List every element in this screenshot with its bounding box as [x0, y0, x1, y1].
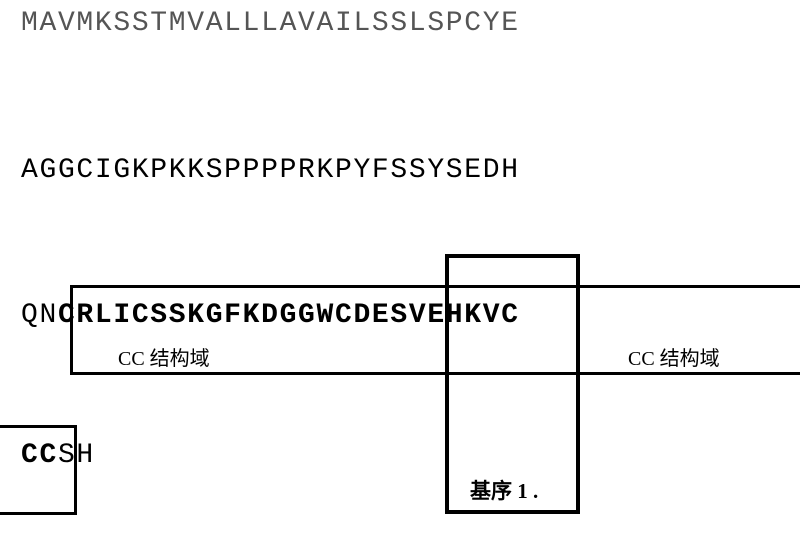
sequence-line-2: AGGCIGKPKKSPPPPRKPYFSSYSEDH: [21, 155, 520, 186]
motif-1-label: 基序 1 .: [470, 475, 538, 505]
cc-domain-label-left: CC 结构域: [118, 342, 210, 371]
cc-domain-box-wrap: [0, 425, 77, 515]
cc-domain-label-right: CC 结构域: [628, 342, 720, 371]
sequence-line-1: MAVMKSSTMVALLLAVAILSSLSPCYE: [21, 8, 520, 39]
